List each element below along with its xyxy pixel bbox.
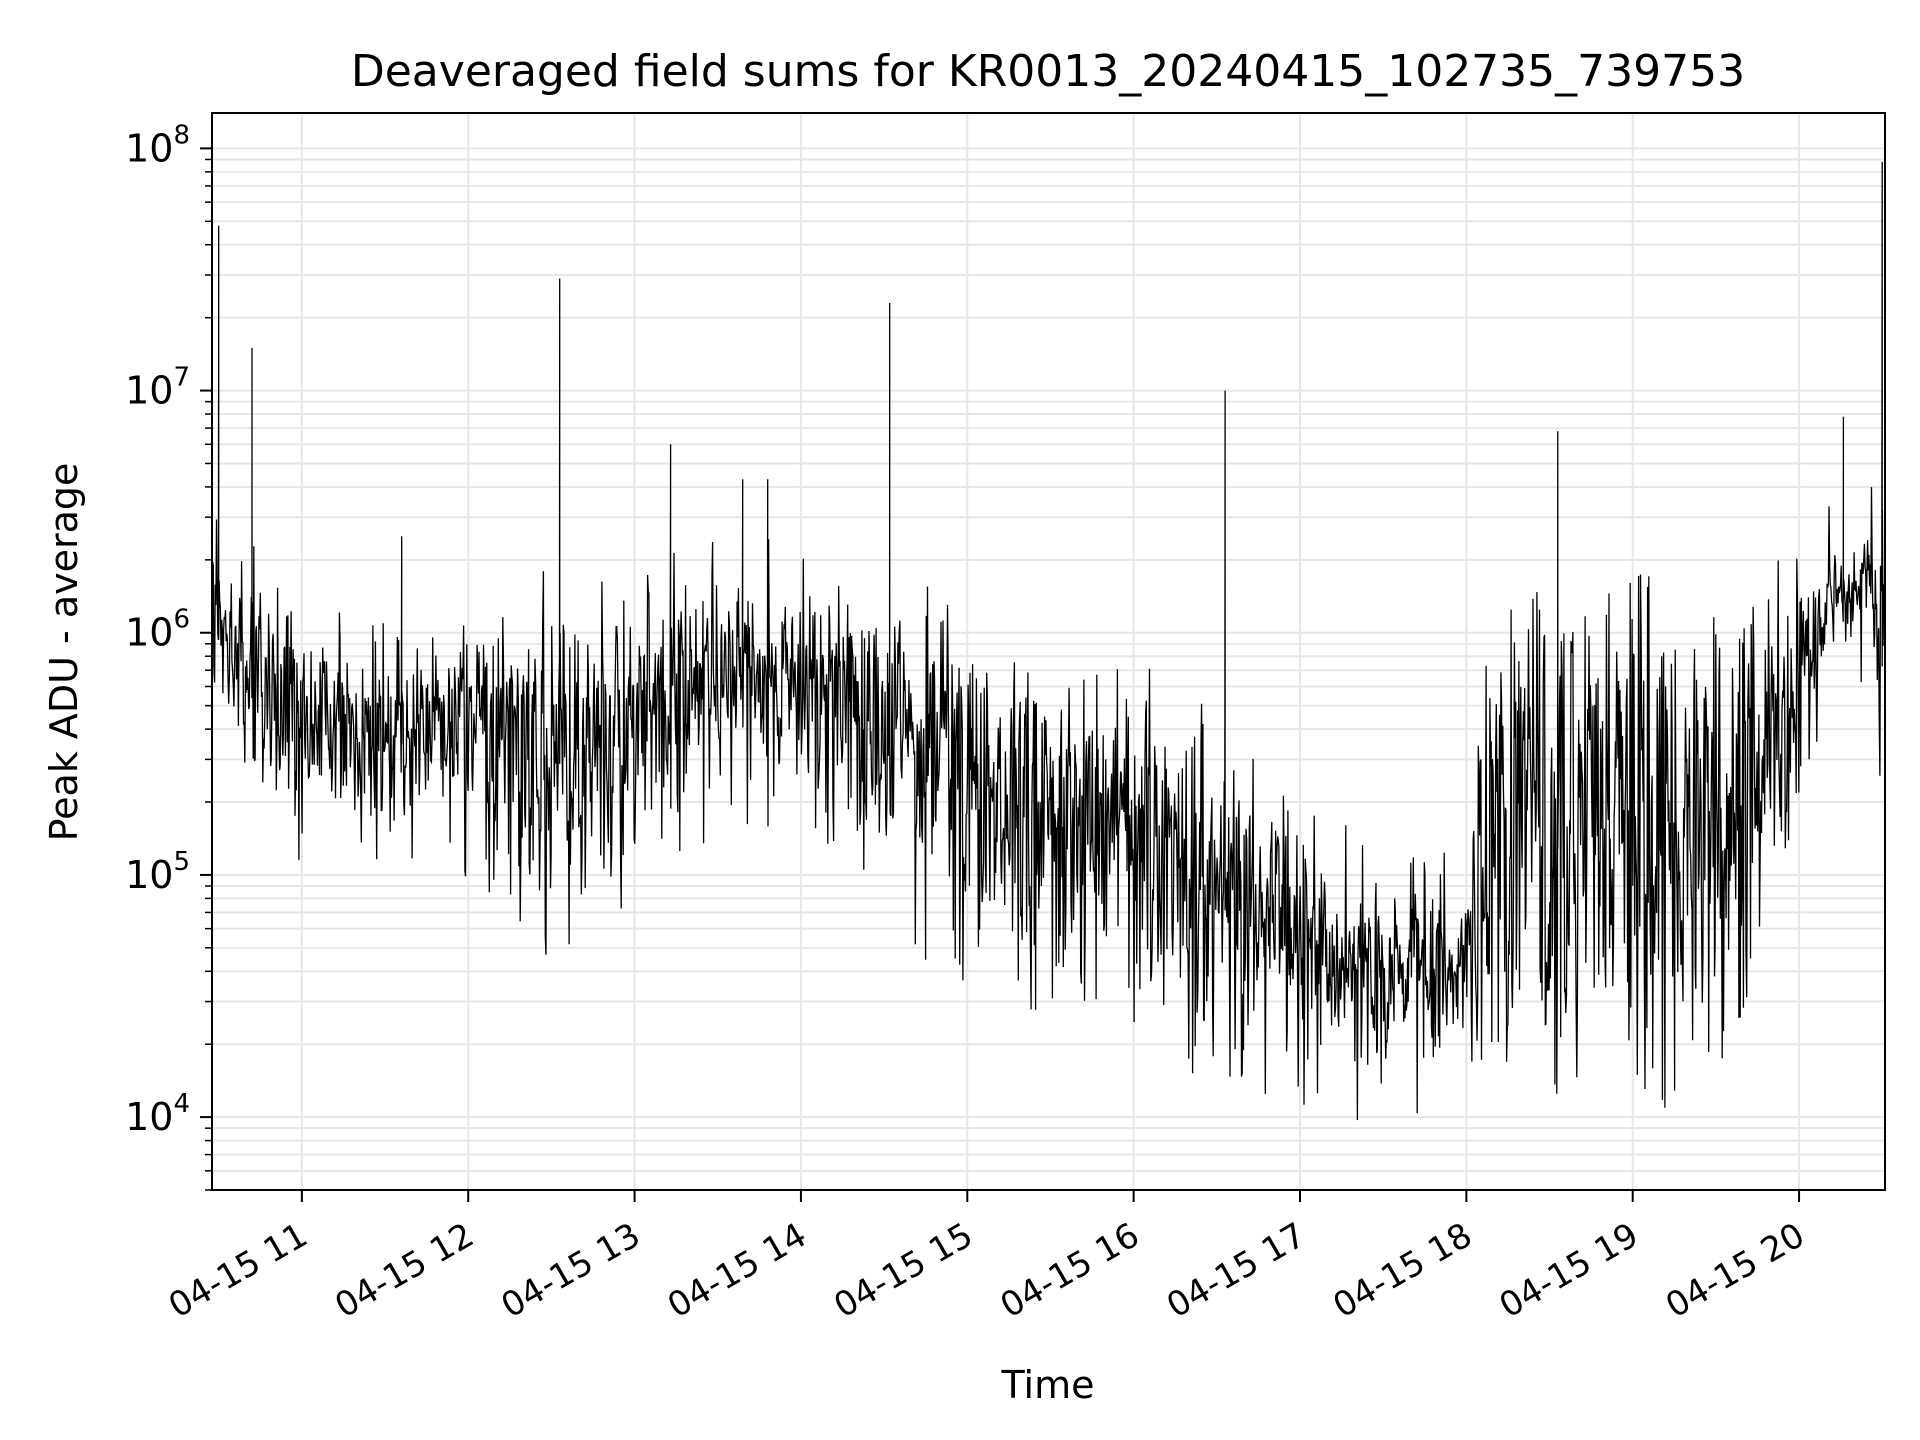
y-tick-label: 106 (125, 605, 190, 655)
y-tick-exponent: 4 (173, 1089, 190, 1119)
x-tick-label: 04-15 13 (495, 1215, 647, 1326)
series-peak-adu (211, 161, 1886, 1121)
y-tick-exponent: 5 (173, 847, 190, 877)
chart-title: Deaveraged field sums for KR0013_2024041… (351, 46, 1745, 97)
y-tick-exponent: 7 (173, 363, 190, 393)
x-tick-label: 04-15 14 (661, 1215, 813, 1326)
y-tick-base: 10 (125, 369, 173, 413)
y-tick-label: 108 (125, 120, 190, 170)
x-axis: 04-15 11 04-15 12 04-15 13 04-15 14 04-15 15… (162, 1190, 1812, 1326)
x-tick-label: 04-15 19 (1493, 1215, 1645, 1326)
y-tick-exponent: 6 (173, 605, 190, 635)
x-tick-label: 04-15 15 (827, 1215, 979, 1326)
x-tick-label: 04-15 18 (1326, 1215, 1478, 1326)
plot-frame (211, 112, 1886, 1191)
x-tick-label: 04-15 16 (994, 1215, 1146, 1326)
y-tick-base: 10 (125, 126, 173, 170)
x-tick-label: 04-15 20 (1659, 1215, 1811, 1326)
y-tick-exponent: 8 (173, 120, 190, 150)
x-tick-label: 04-15 17 (1160, 1215, 1312, 1326)
y-axis-label: Peak ADU - average (42, 463, 86, 842)
x-tick-label: 04-15 11 (162, 1215, 314, 1326)
x-axis-label: Time (1001, 1363, 1095, 1407)
y-tick-base: 10 (125, 611, 173, 655)
y-tick-base: 10 (125, 853, 173, 897)
y-tick-label: 104 (125, 1089, 190, 1139)
y-tick-label: 107 (125, 363, 190, 413)
y-tick-label: 105 (125, 847, 190, 897)
x-tick-label: 04-15 12 (328, 1215, 480, 1326)
series-line (211, 161, 1886, 1121)
y-tick-base: 10 (125, 1095, 173, 1139)
